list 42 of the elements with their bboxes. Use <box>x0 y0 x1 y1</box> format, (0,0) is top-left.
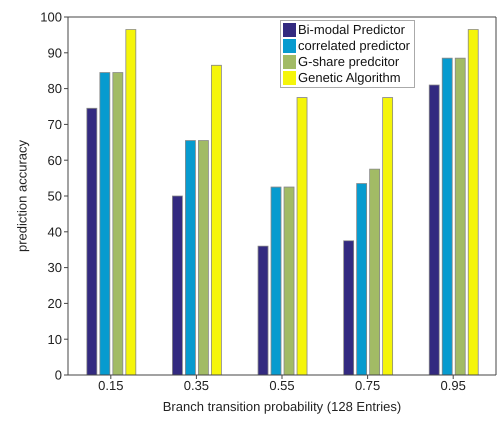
x-axis-title: Branch transition probability (128 Entries) <box>162 399 402 414</box>
y-tick-label: 70 <box>48 117 62 132</box>
bar <box>343 240 354 375</box>
bar <box>172 196 183 375</box>
legend-label: Genetic Algorithm <box>298 70 401 86</box>
y-tick-label: 10 <box>48 332 62 347</box>
y-tick-label: 40 <box>48 224 62 240</box>
x-tick-label: 0.15 <box>98 378 124 394</box>
bar <box>428 84 440 375</box>
y-axis-title: prediction accuracy <box>14 140 30 252</box>
legend-label: G-share predcitor <box>298 54 400 70</box>
x-tick-label: 0.35 <box>184 378 210 394</box>
bar <box>296 97 308 375</box>
bar <box>468 29 479 375</box>
y-tick-label: 60 <box>48 152 62 168</box>
bar <box>198 140 209 375</box>
x-tick-label: 0.95 <box>440 378 466 394</box>
bar <box>369 168 380 375</box>
bar <box>356 183 368 375</box>
bar <box>125 29 136 375</box>
y-tick-label: 50 <box>48 188 62 204</box>
bar <box>112 72 124 375</box>
y-tick-label: 30 <box>48 260 62 276</box>
bar <box>99 72 110 375</box>
legend-label: Bi-modal Predictor <box>298 22 405 38</box>
y-tick-label: 80 <box>48 81 62 96</box>
bar <box>284 186 294 375</box>
x-tick-label: 0.75 <box>354 378 380 394</box>
legend-label: correlated predictor <box>298 38 410 54</box>
bar <box>86 108 98 375</box>
bar <box>258 246 268 375</box>
bar <box>454 58 466 375</box>
y-tick-label: 90 <box>48 45 62 60</box>
bar <box>442 58 453 375</box>
bar <box>185 140 196 375</box>
bar <box>211 64 222 375</box>
x-tick-label: 0.55 <box>269 378 295 394</box>
y-tick-label: 20 <box>48 296 62 312</box>
bar <box>382 97 394 375</box>
y-tick-label: 100 <box>40 10 62 25</box>
y-tick-label: 0 <box>54 368 62 383</box>
bar <box>270 186 282 375</box>
